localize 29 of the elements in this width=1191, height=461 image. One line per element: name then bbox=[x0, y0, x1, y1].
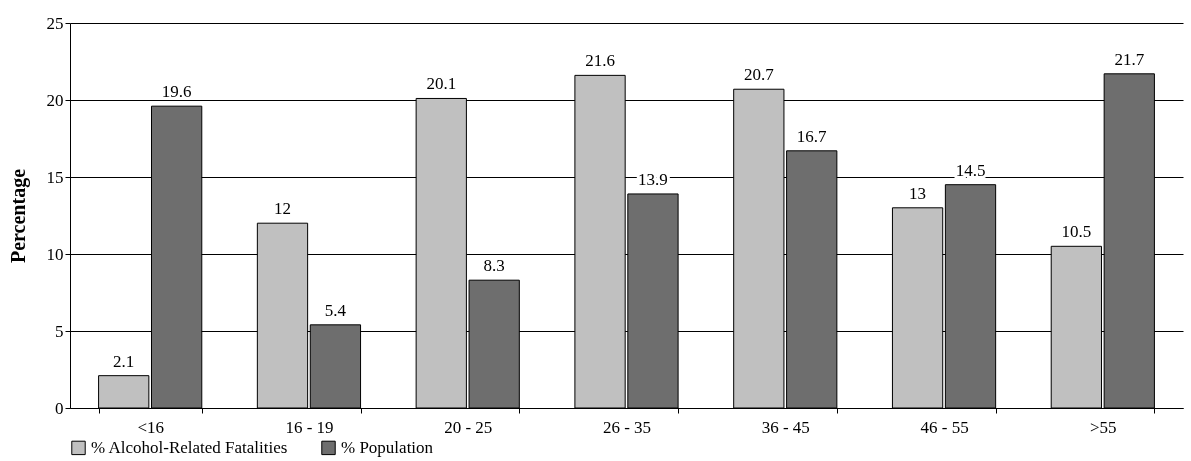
data-label: 13 bbox=[909, 183, 927, 203]
x-tick-label: <16 bbox=[137, 417, 164, 437]
legend-label: % Population bbox=[341, 437, 434, 457]
data-label: 8.3 bbox=[483, 256, 505, 276]
y-tick-label: 0 bbox=[55, 398, 64, 418]
x-tick-label: 46 - 55 bbox=[920, 417, 969, 437]
x-tick-label: 16 - 19 bbox=[285, 417, 334, 437]
x-tick-label: 26 - 35 bbox=[602, 417, 652, 437]
y-axis-title: Percentage bbox=[6, 168, 30, 264]
data-label: 20.1 bbox=[426, 74, 457, 94]
data-label: 16.7 bbox=[796, 126, 828, 146]
data-label: 12 bbox=[273, 199, 291, 219]
y-tick-label: 20 bbox=[46, 90, 64, 110]
data-label: 2.1 bbox=[113, 351, 135, 371]
data-label: 14.5 bbox=[955, 160, 986, 180]
data-label: 19.6 bbox=[161, 82, 192, 102]
y-tick-label: 15 bbox=[46, 167, 64, 187]
x-tick-label: 20 - 25 bbox=[444, 417, 493, 437]
x-tick-label: >55 bbox=[1090, 417, 1117, 437]
y-tick-label: 25 bbox=[46, 13, 64, 33]
data-label: 5.4 bbox=[324, 300, 347, 320]
y-tick-label: 5 bbox=[55, 321, 64, 341]
data-label: 20.7 bbox=[743, 65, 775, 85]
data-label: 10.5 bbox=[1061, 222, 1092, 242]
data-label: 21.7 bbox=[1114, 49, 1145, 69]
legend-label: % Alcohol-Related Fatalities bbox=[91, 437, 288, 457]
x-tick-label: 36 - 45 bbox=[761, 417, 810, 437]
data-label: 21.6 bbox=[585, 51, 615, 71]
y-tick-label: 10 bbox=[46, 244, 64, 264]
